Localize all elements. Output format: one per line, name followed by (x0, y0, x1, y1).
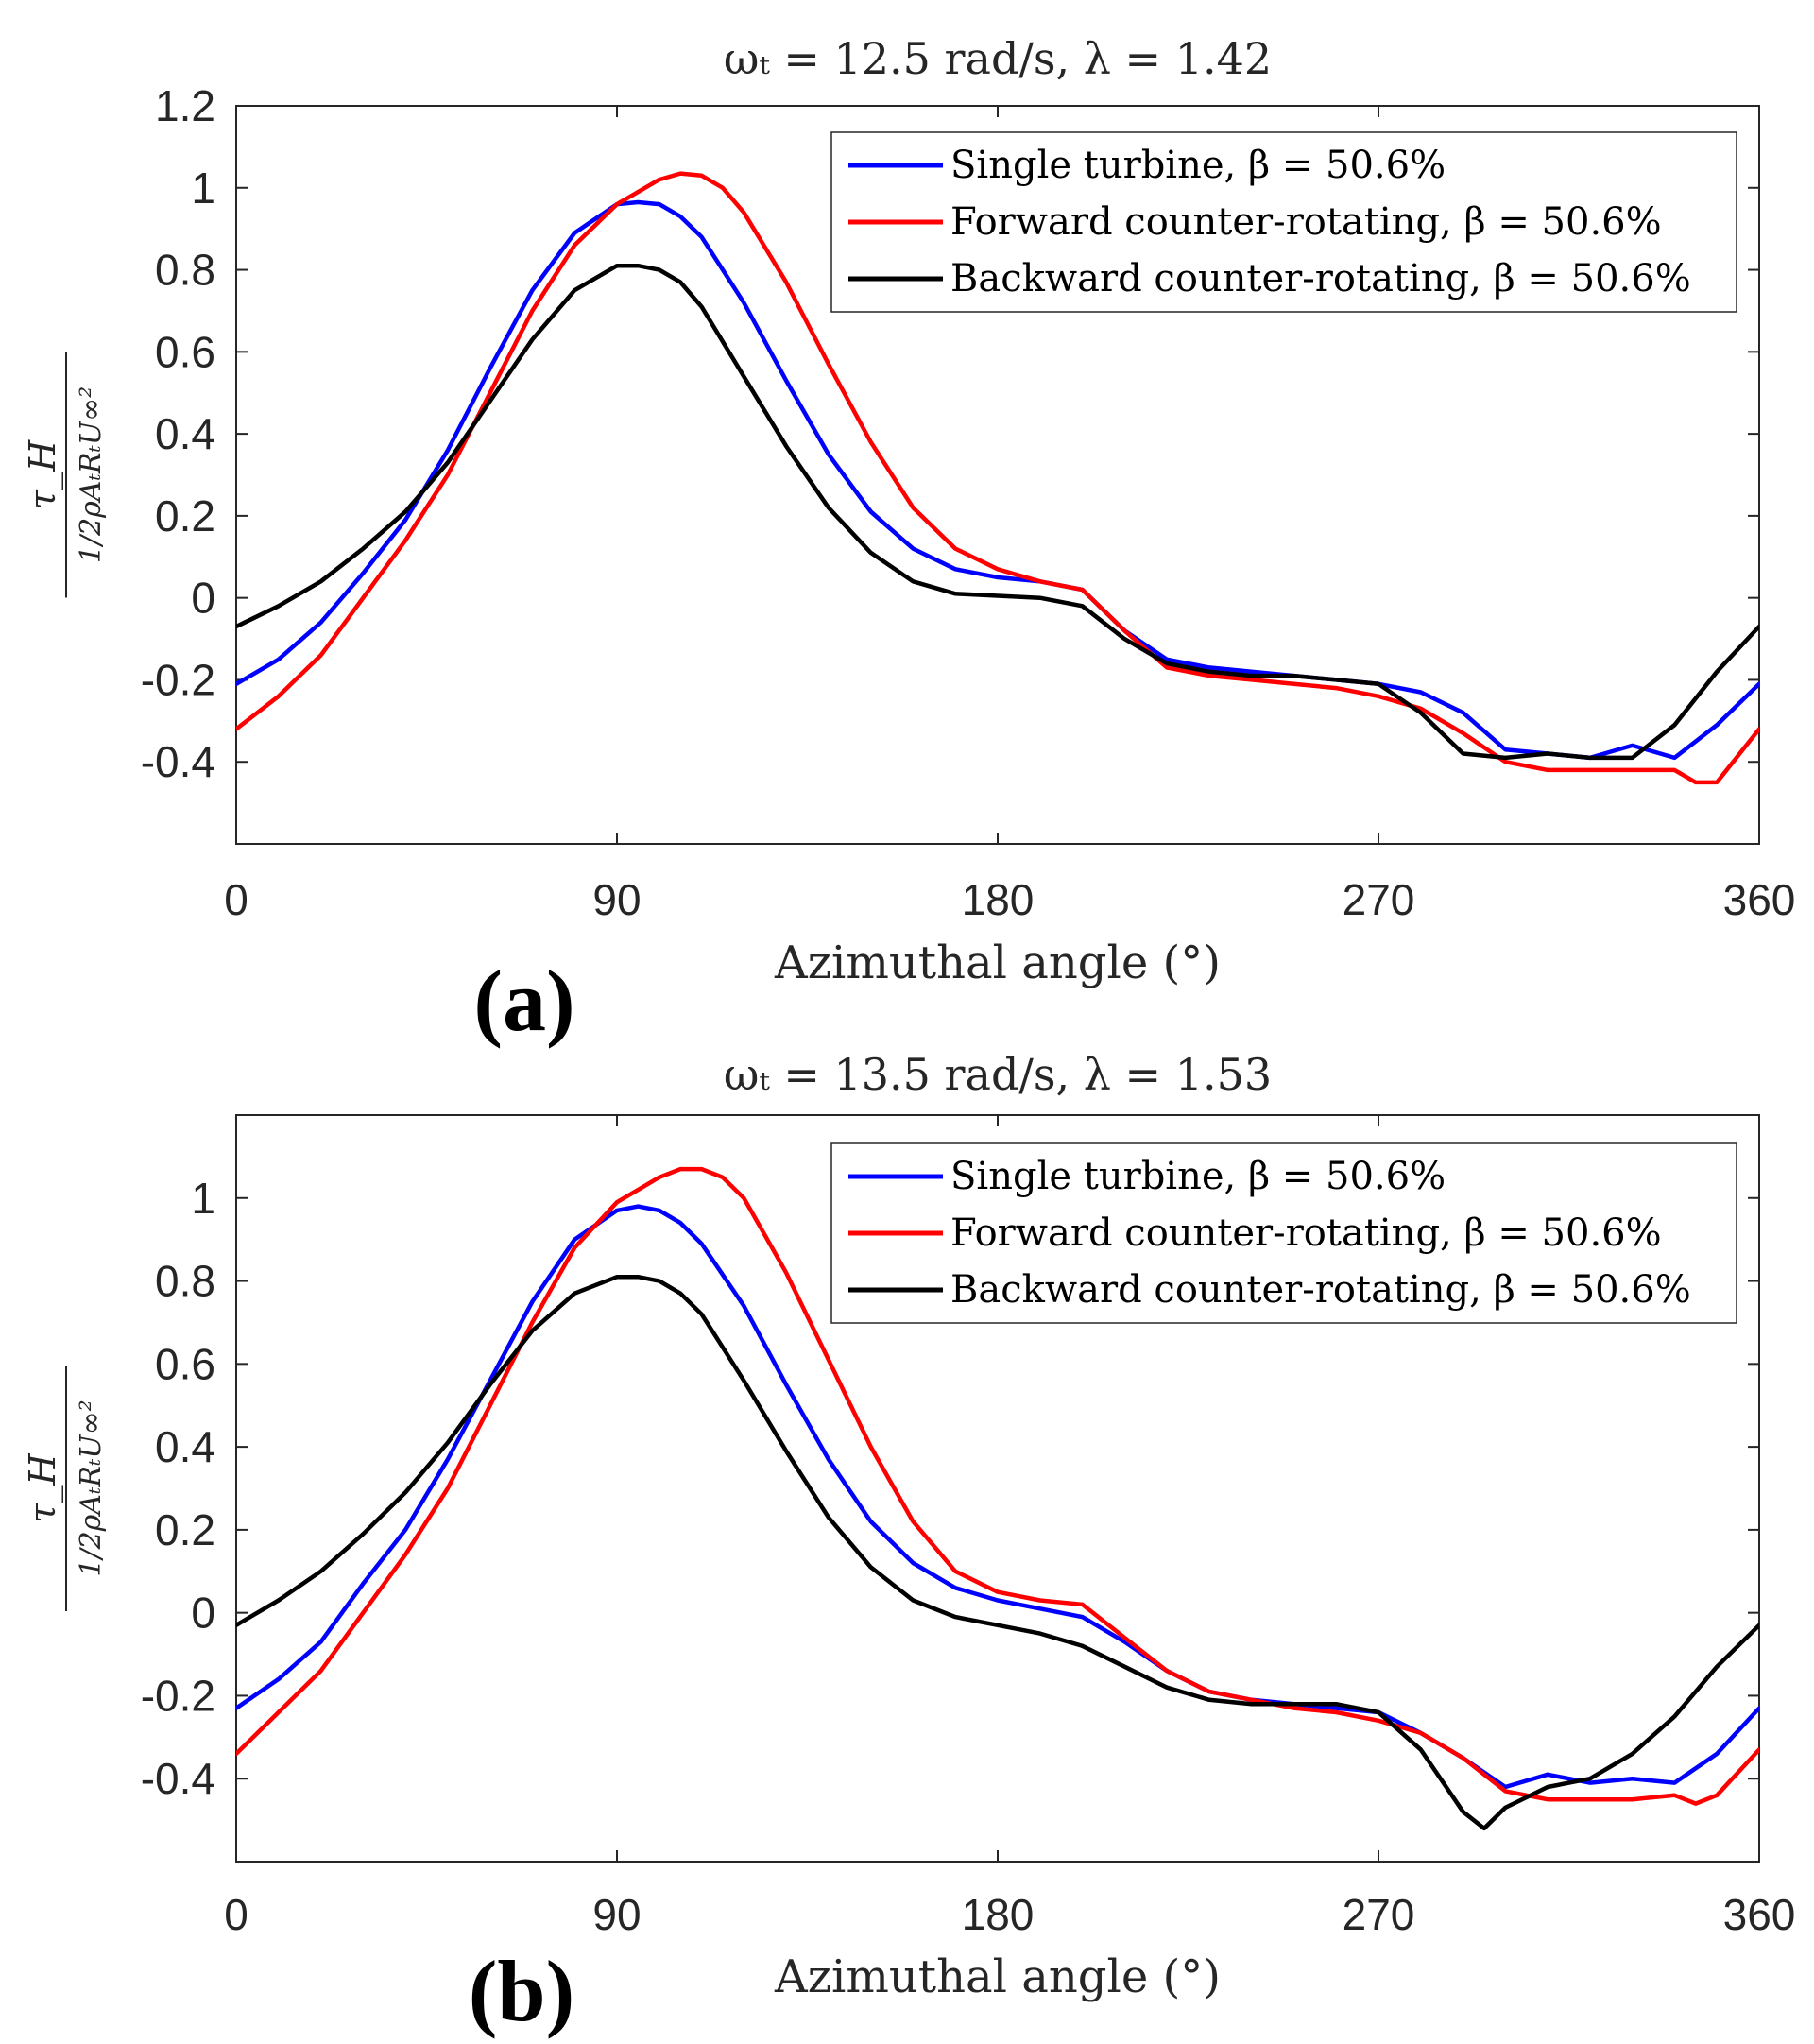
chart-title: ωₜ = 12.5 rad/s, λ = 1.42 (724, 33, 1272, 84)
y-tick-label: 0 (191, 574, 215, 623)
y-label-denominator: 1/2ρAₜRₜU∞² (75, 1400, 108, 1576)
x-tick-label: 360 (1723, 875, 1796, 924)
legend-box (830, 1142, 1737, 1324)
y-tick-label: 1.2 (155, 81, 215, 130)
legend: Single turbine, β = 50.6% Forward counter… (830, 131, 1737, 313)
legend-entry-2: Forward counter-rotating, β = 50.6% (950, 1211, 1662, 1255)
x-tick-label: 90 (592, 1890, 641, 1939)
legend-box (830, 131, 1737, 313)
series-line-1 (236, 1204, 1759, 1790)
y-axis-label: τ_H 1/2ρAₜRₜU∞² (22, 352, 108, 598)
chart-title: ωₜ = 13.5 rad/s, λ = 1.53 (724, 1049, 1272, 1100)
chart-panel-a: 0 90 180 270 360 -0.4 -0.2 0 0.2 0.4 0.6 0.8 1 1.2 ωₜ … (22, 33, 1795, 1049)
legend-entry-3: Backward counter-rotating, β = 50.6% (950, 257, 1691, 301)
y-tick-label: -0.2 (141, 655, 215, 704)
y-tick-label: -0.2 (141, 1671, 215, 1720)
panel-label: (a) (473, 953, 574, 1049)
y-tick-label: 0.2 (155, 1505, 215, 1554)
y-tick-label: -0.4 (141, 1754, 215, 1803)
y-tick-label: 0.2 (155, 491, 215, 541)
y-tick-label: 1 (191, 1174, 215, 1223)
y-tick-label: -0.4 (141, 737, 215, 786)
y-tick-label: 0.4 (155, 1422, 215, 1471)
legend-entry-2: Forward counter-rotating, β = 50.6% (950, 200, 1662, 244)
series-line-3 (236, 263, 1759, 761)
y-label-numerator: τ_H (22, 439, 64, 509)
series-line-2 (236, 171, 1759, 785)
legend: Single turbine, β = 50.6% Forward counter… (830, 1142, 1737, 1324)
series-line-3 (236, 1274, 1759, 1831)
x-tick-label: 0 (224, 1890, 248, 1939)
x-tick-label: 180 (962, 875, 1035, 924)
x-axis-label: Azimuthal angle (°) (774, 936, 1221, 989)
panel-label: (b) (469, 1943, 574, 2039)
y-tick-label: 0.8 (155, 246, 215, 295)
x-tick-label: 270 (1343, 875, 1415, 924)
y-tick-label: 0.6 (155, 327, 215, 376)
x-tick-label: 360 (1723, 1890, 1796, 1939)
y-label-numerator: τ_H (22, 1453, 64, 1523)
x-axis-label: Azimuthal angle (°) (774, 1950, 1221, 2003)
series-line-1 (236, 199, 1759, 761)
legend-entry-1: Single turbine, β = 50.6% (950, 144, 1446, 187)
y-label-denominator: 1/2ρAₜRₜU∞² (75, 386, 108, 563)
y-tick-label: 0.8 (155, 1257, 215, 1306)
legend-entry-3: Backward counter-rotating, β = 50.6% (950, 1268, 1691, 1312)
x-tick-label: 180 (962, 1890, 1035, 1939)
x-tick-label: 90 (592, 875, 641, 924)
x-tick-label: 0 (224, 875, 248, 924)
y-tick-label: 0 (191, 1589, 215, 1638)
y-tick-label: 1 (191, 163, 215, 213)
chart-panel-b: 0 90 180 270 360 -0.4 -0.2 0 0.2 0.4 0.6 0.8 1 ωₜ = 1… (22, 1049, 1795, 2039)
legend-entry-1: Single turbine, β = 50.6% (950, 1155, 1446, 1198)
y-axis-label: τ_H 1/2ρAₜRₜU∞² (22, 1366, 108, 1611)
y-tick-label: 0.6 (155, 1339, 215, 1388)
y-tick-label: 0.4 (155, 409, 215, 458)
x-tick-label: 270 (1343, 1890, 1415, 1939)
